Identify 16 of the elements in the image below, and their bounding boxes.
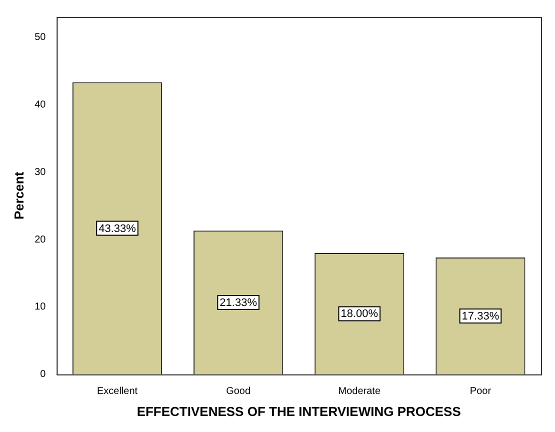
- y-tick-label: 0: [40, 369, 46, 380]
- x-axis-title: EFFECTIVENESS OF THE INTERVIEWING PROCESS: [136, 404, 462, 419]
- y-tick-label: 50: [34, 32, 46, 43]
- data-label: 21.33%: [220, 297, 258, 310]
- x-tick-label: Excellent: [96, 386, 138, 398]
- data-label: 43.33%: [98, 222, 136, 235]
- y-tick-label: 20: [34, 234, 46, 246]
- x-tick-label: Poor: [470, 386, 492, 398]
- data-label: 18.00%: [340, 308, 378, 320]
- data-label: 17.33%: [462, 310, 500, 322]
- y-tick-label: 10: [34, 302, 46, 313]
- y-tick-label: 40: [34, 99, 46, 110]
- x-tick-label: Moderate: [338, 386, 381, 398]
- y-axis-title: Percent: [11, 171, 26, 220]
- y-tick-label: 30: [34, 166, 46, 178]
- x-tick-label: Good: [226, 386, 251, 398]
